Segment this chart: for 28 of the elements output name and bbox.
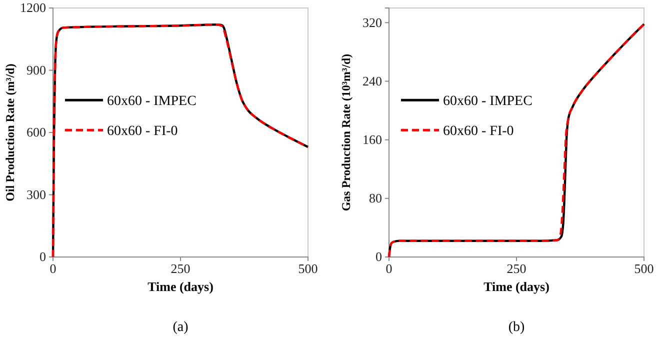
- text: (a): [172, 320, 189, 335]
- x-axis-title: Time (days): [148, 279, 214, 294]
- y-tick-label: 0: [376, 249, 382, 264]
- legend-label: 60x60 - FI-0: [107, 124, 178, 140]
- x-tick-label: 0: [50, 261, 56, 276]
- y-tick-label: 1200: [20, 0, 46, 16]
- x-tick-label: 500: [298, 261, 318, 276]
- x-tick-label: 250: [506, 261, 526, 276]
- legend-label: 60x60 - FI-0: [443, 124, 514, 140]
- y-tick-label: 80: [369, 190, 382, 206]
- x-axis-title: Time (days): [484, 279, 550, 294]
- x-tick-label: 500: [634, 261, 654, 276]
- y-tick-label: 240: [362, 73, 382, 88]
- y-tick-label: 600: [26, 124, 46, 140]
- line-series: [388, 23, 646, 258]
- x-tick-label: 0: [386, 261, 392, 276]
- legend-label: 60x60 - IMPEC: [107, 94, 196, 110]
- x-tick-label: 250: [170, 261, 190, 276]
- y-tick-label: 900: [26, 62, 46, 78]
- y-tick-label: 160: [362, 132, 382, 147]
- y-tick-label: 300: [26, 186, 46, 202]
- text: (b): [508, 320, 525, 335]
- legend-label: 60x60 - IMPEC: [443, 94, 532, 110]
- line-series: [52, 24, 310, 258]
- y-axis-title: Oil Production Rate (m³/d): [3, 64, 17, 202]
- y-tick-label: 320: [362, 14, 382, 30]
- y-axis-title: Gas Production Rate (10³m³/d): [339, 54, 353, 212]
- y-tick-label: 0: [40, 249, 46, 264]
